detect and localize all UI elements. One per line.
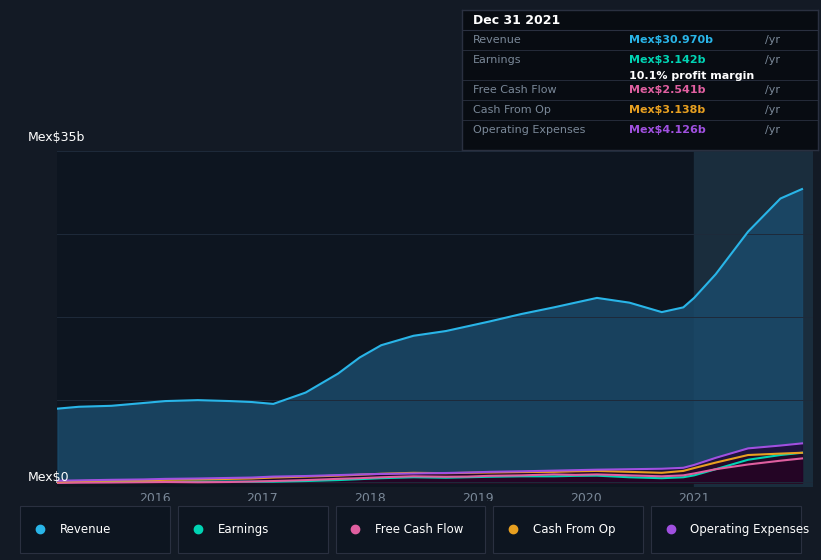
Text: /yr: /yr <box>764 35 780 45</box>
Text: Mex$3.142b: Mex$3.142b <box>630 55 706 65</box>
Text: Earnings: Earnings <box>473 55 521 65</box>
Text: Operating Expenses: Operating Expenses <box>473 125 585 135</box>
Text: Revenue: Revenue <box>60 522 111 536</box>
Bar <box>651 506 800 553</box>
Text: Revenue: Revenue <box>473 35 521 45</box>
Text: Mex$3.138b: Mex$3.138b <box>630 105 705 115</box>
Text: Mex$30.970b: Mex$30.970b <box>630 35 713 45</box>
Text: 10.1% profit margin: 10.1% profit margin <box>630 71 754 81</box>
Text: Free Cash Flow: Free Cash Flow <box>375 522 463 536</box>
Bar <box>336 506 485 553</box>
Text: Mex$4.126b: Mex$4.126b <box>630 125 706 135</box>
Text: Free Cash Flow: Free Cash Flow <box>473 85 557 95</box>
Bar <box>694 151 813 487</box>
Text: /yr: /yr <box>764 125 780 135</box>
Text: /yr: /yr <box>764 85 780 95</box>
Text: Earnings: Earnings <box>218 522 268 536</box>
Text: Mex$0: Mex$0 <box>27 471 69 484</box>
Text: Operating Expenses: Operating Expenses <box>690 522 810 536</box>
Bar <box>493 506 643 553</box>
Text: Cash From Op: Cash From Op <box>473 105 551 115</box>
Text: /yr: /yr <box>764 55 780 65</box>
Text: Dec 31 2021: Dec 31 2021 <box>473 13 560 26</box>
Bar <box>178 506 328 553</box>
Text: Mex$35b: Mex$35b <box>27 132 85 144</box>
Text: Cash From Op: Cash From Op <box>533 522 615 536</box>
Bar <box>21 506 170 553</box>
Text: Mex$2.541b: Mex$2.541b <box>630 85 706 95</box>
Text: /yr: /yr <box>764 105 780 115</box>
